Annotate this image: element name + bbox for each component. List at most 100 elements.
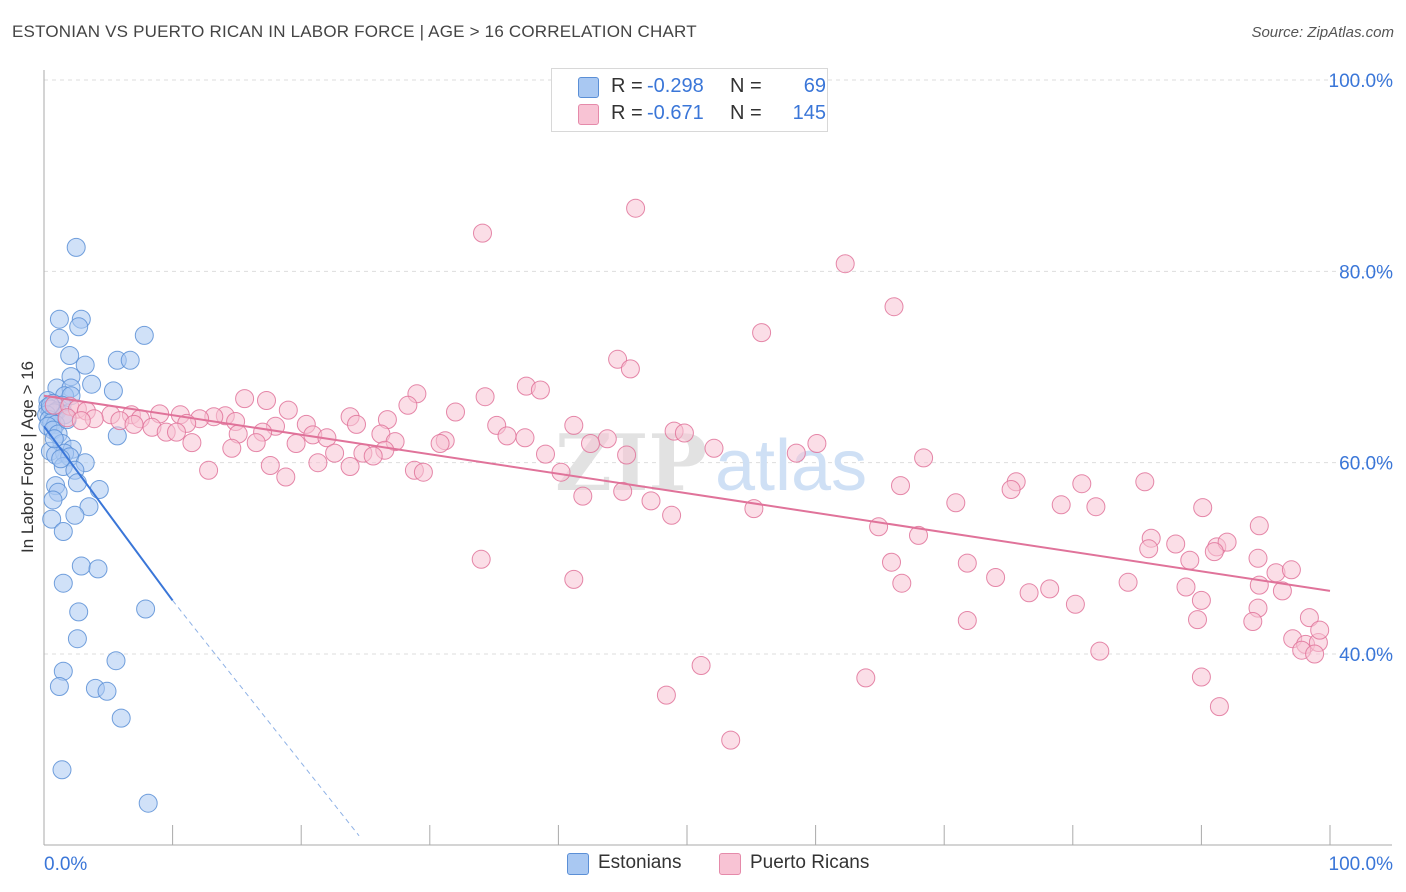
legend-swatch-estonians (567, 853, 589, 875)
estonian-point (88, 559, 108, 579)
puerto-rican-point (325, 443, 345, 463)
estonian-point (82, 374, 102, 394)
puerto-rican-point (1051, 495, 1071, 515)
legend-label-puerto-ricans: Puerto Ricans (750, 852, 870, 873)
estonian-points (37, 237, 158, 813)
legend-r-label: R = (611, 75, 643, 97)
estonian-point (106, 651, 126, 671)
source-credit: Source: ZipAtlas.com (1251, 24, 1394, 41)
estonian-point (120, 350, 140, 370)
puerto-rican-point (957, 553, 977, 573)
puerto-rican-point (1086, 497, 1106, 517)
puerto-rican-point (1248, 548, 1268, 568)
puerto-rican-point (1305, 644, 1325, 664)
estonian-point (53, 522, 73, 541)
puerto-rican-point (914, 448, 934, 468)
puerto-rican-point (308, 453, 328, 473)
x-tick-label-min: 0.0% (44, 854, 87, 875)
puerto-rican-point (892, 573, 912, 593)
estonian-point (97, 681, 117, 701)
puerto-rican-point (1001, 480, 1021, 499)
x-tick-label-max: 100.0% (1329, 854, 1394, 875)
puerto-rican-point (620, 359, 640, 379)
estonian-point (43, 490, 63, 510)
estonian-point (67, 473, 87, 493)
puerto-rican-point (1193, 498, 1213, 518)
puerto-rican-point (199, 460, 219, 480)
legend-n-label: N = (730, 102, 762, 124)
puerto-rican-point (497, 426, 517, 446)
correlation-legend: R = -0.298 N = 69 R = -0.671 N = 145 (551, 68, 828, 132)
puerto-rican-point (1135, 472, 1155, 492)
puerto-rican-point (1217, 532, 1237, 552)
legend-swatch-puerto-ricans (719, 853, 741, 875)
estonian-point (49, 677, 69, 696)
puerto-rican-point (946, 493, 966, 513)
puerto-rican-point (1310, 620, 1330, 640)
estonian-point (49, 309, 69, 329)
puerto-rican-trend-line (43, 394, 1331, 592)
puerto-rican-point (1281, 560, 1301, 580)
puerto-rican-point (1139, 539, 1159, 559)
estonian-point (79, 497, 99, 517)
puerto-rican-point (286, 434, 306, 453)
puerto-rican-point (752, 323, 772, 343)
puerto-rican-point (564, 415, 584, 435)
estonian-point (111, 708, 131, 728)
puerto-rican-point (347, 414, 366, 434)
puerto-rican-point (626, 198, 646, 218)
puerto-rican-point (597, 429, 617, 449)
y-tick-label: 60.0% (1339, 454, 1393, 475)
puerto-rican-point (1180, 550, 1200, 570)
tick-labels: 40.0% 60.0% 80.0% 100.0% 0.0% 100.0% (44, 71, 1393, 875)
legend-n-value: 145 (792, 102, 826, 124)
puerto-rican-point (536, 444, 555, 464)
puerto-rican-point (1065, 594, 1085, 614)
puerto-rican-point (1299, 608, 1319, 628)
puerto-rican-point (957, 611, 977, 630)
estonian-point (71, 556, 91, 576)
y-tick-label: 40.0% (1339, 645, 1393, 666)
puerto-rican-point (475, 387, 495, 407)
estonian-point (53, 573, 73, 593)
legend-r-label: R = (611, 102, 643, 124)
puerto-rican-point (884, 297, 904, 317)
puerto-rican-point (1191, 667, 1211, 687)
puerto-rican-point (721, 730, 741, 750)
puerto-rican-point (1040, 579, 1060, 599)
puerto-rican-point (363, 446, 383, 466)
estonian-point (138, 793, 158, 813)
watermark-layer: ZIP atlas (555, 418, 867, 509)
puerto-rican-point (807, 434, 827, 453)
puerto-rican-point (1266, 563, 1286, 583)
puerto-rican-point (1191, 590, 1211, 610)
puerto-rican-point (530, 380, 550, 400)
puerto-rican-point (641, 491, 661, 511)
puerto-rican-point (413, 462, 433, 482)
estonian-point (69, 317, 89, 337)
puerto-rican-point (1118, 572, 1138, 592)
puerto-rican-point (581, 434, 600, 453)
puerto-rican-point (613, 481, 633, 501)
legend-r-value: -0.671 (647, 102, 704, 124)
legend-n-value: 69 (803, 75, 826, 97)
chart-title: ESTONIAN VS PUERTO RICAN IN LABOR FORCE … (12, 22, 697, 41)
puerto-rican-point (515, 428, 535, 448)
legend-swatch-estonians (578, 77, 599, 98)
puerto-rican-point (882, 552, 901, 572)
puerto-rican-point (564, 569, 584, 589)
puerto-rican-point (1072, 474, 1092, 494)
puerto-rican-point (124, 414, 144, 434)
legend-n-label: N = (730, 75, 762, 97)
y-tick-label: 100.0% (1329, 71, 1394, 92)
puerto-rican-point (662, 505, 682, 525)
estonian-point (89, 480, 109, 499)
legend-swatch-puerto-ricans (578, 104, 599, 125)
puerto-rican-point (276, 467, 296, 487)
puerto-rican-point (235, 389, 255, 409)
puerto-rican-point (446, 402, 465, 422)
puerto-rican-point (278, 400, 298, 420)
puerto-rican-point (608, 349, 628, 369)
puerto-rican-point (71, 411, 91, 431)
